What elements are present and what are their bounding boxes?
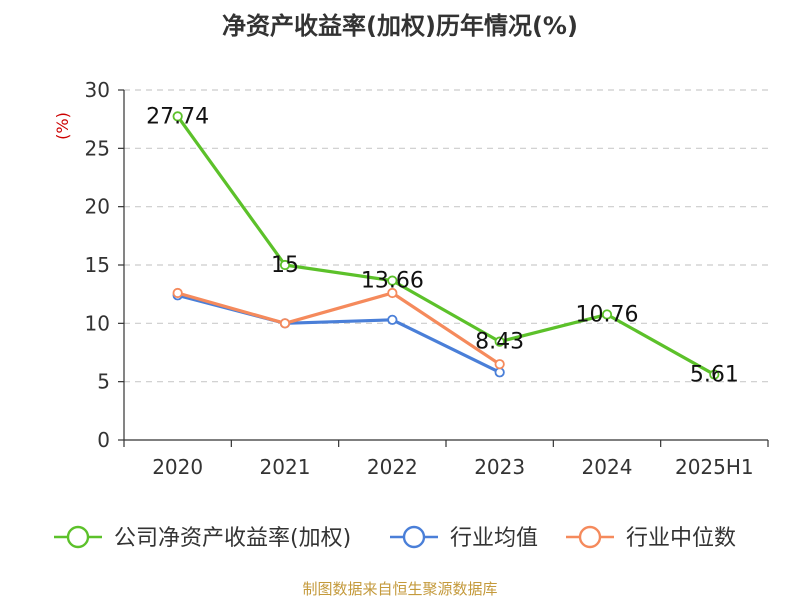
data-labels-layer: 27.74 15 13.66 8.43 10.76 5.61 [146, 104, 739, 387]
y-tick-label: 5 [97, 370, 110, 394]
data-point-s0-2025H1 [709, 369, 720, 380]
y-tick-label: 25 [85, 136, 110, 160]
y-axis-unit-label: (%) [53, 112, 72, 140]
legend-label-2: 行业中位数 [626, 526, 736, 551]
data-point-s0-2024 [601, 309, 613, 320]
x-tick-label: 2022 [367, 455, 418, 479]
data-label: 8.43 [475, 330, 524, 355]
axes-layer: 0 5 10 15 20 25 30 2020 2021 2022 2023 2024 2025H1 [85, 78, 769, 479]
data-point-s2-2021 [279, 318, 291, 329]
y-tick-label: 20 [85, 195, 110, 219]
x-tick-label: 2025H1 [675, 455, 754, 479]
legend-marker-1 [402, 525, 426, 549]
legend-label-0: 公司净资产收益率(加权) [114, 526, 351, 551]
legend: 公司净资产收益率(加权) 行业均值 行业中位数 [54, 525, 736, 551]
data-point-s0-2022 [387, 275, 398, 286]
data-point-s2-2022 [387, 287, 398, 299]
x-tick-label: 2020 [152, 455, 203, 479]
legend-marker-0 [66, 525, 90, 549]
data-point-s0-2020 [172, 111, 183, 122]
grid-layer [124, 89, 768, 383]
data-point-s0-2021 [279, 259, 291, 271]
data-point-s0-2023 [494, 336, 505, 347]
y-tick-label: 10 [85, 311, 110, 335]
data-point-s1-2023 [494, 367, 505, 378]
data-label: 10.76 [576, 302, 639, 327]
chart-title: 净资产收益率(加权)历年情况(%) [222, 12, 578, 40]
source-note: 制图数据来自恒生聚源数据库 [302, 580, 497, 598]
data-label: 13.66 [361, 269, 424, 294]
data-label: 27.74 [146, 104, 209, 129]
x-tick-label: 2021 [260, 455, 311, 479]
legend-marker-2 [578, 525, 602, 549]
data-point-s1-2022 [387, 314, 398, 325]
series-line-2 [177, 291, 501, 366]
data-point-s2-2023 [494, 359, 505, 370]
data-label: 15 [271, 253, 299, 278]
y-tick-label: 30 [85, 78, 110, 102]
x-tick-label: 2023 [474, 455, 525, 479]
x-tick-label: 2024 [582, 455, 633, 479]
data-label: 5.61 [690, 363, 739, 388]
data-point-s2-2020 [172, 287, 183, 299]
y-tick-label: 0 [97, 428, 110, 452]
series-layer [172, 111, 720, 380]
series-line-0 [176, 115, 716, 376]
legend-label-1: 行业均值 [450, 526, 538, 551]
y-tick-label: 15 [85, 253, 110, 277]
